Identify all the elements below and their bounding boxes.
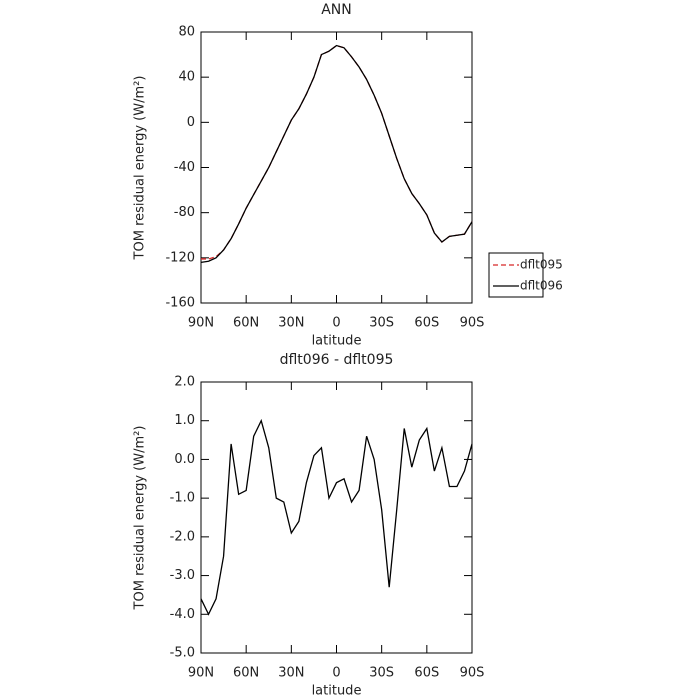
legend-label: dflt095 — [520, 258, 563, 272]
y-tick-label: -3.0 — [170, 568, 195, 583]
x-tick-label: 60S — [414, 666, 439, 681]
x-tick-label: 30S — [369, 666, 394, 681]
x-tick-label: 90S — [460, 316, 485, 331]
x-tick-label: 90S — [460, 666, 485, 681]
x-axis-label: latitude — [312, 334, 362, 349]
legend-box — [488, 252, 544, 298]
x-tick-label: 90N — [188, 316, 214, 331]
x-tick-label: 60S — [414, 316, 439, 331]
chart-title: dflt096 - dflt095 — [280, 352, 394, 368]
x-tick-label: 0 — [332, 316, 340, 331]
y-tick-label: -40 — [174, 160, 195, 175]
chart-title: ANN — [321, 2, 352, 18]
x-tick-label: 60N — [233, 666, 259, 681]
y-tick-label: -120 — [165, 250, 195, 265]
y-tick-label: -80 — [174, 205, 195, 220]
y-tick-label: 1.0 — [174, 413, 195, 428]
y-tick-label: -5.0 — [170, 646, 195, 661]
x-tick-label: 30N — [278, 316, 304, 331]
y-tick-label: 40 — [178, 70, 195, 85]
y-axis-label: TOM residual energy (W/m²) — [133, 426, 148, 611]
x-tick-label: 90N — [188, 666, 214, 681]
y-axis-label: TOM residual energy (W/m²) — [133, 76, 148, 261]
y-tick-label: 0 — [187, 115, 195, 130]
y-tick-label: 2.0 — [174, 375, 195, 390]
x-tick-label: 0 — [332, 666, 340, 681]
x-tick-label: 60N — [233, 316, 259, 331]
y-tick-label: -160 — [165, 296, 195, 311]
data-line — [200, 418, 473, 616]
x-tick-label: 30S — [369, 316, 394, 331]
y-tick-label: 0.0 — [174, 452, 195, 467]
x-tick-label: 30N — [278, 666, 304, 681]
data-line — [200, 44, 473, 263]
plot-frame — [200, 31, 473, 304]
plot-frame — [200, 381, 473, 654]
y-tick-label: -4.0 — [170, 607, 195, 622]
y-tick-label: -2.0 — [170, 529, 195, 544]
y-tick-label: 80 — [178, 25, 195, 40]
x-axis-label: latitude — [312, 684, 362, 699]
y-tick-label: -1.0 — [170, 491, 195, 506]
legend-label: dflt096 — [520, 279, 563, 293]
